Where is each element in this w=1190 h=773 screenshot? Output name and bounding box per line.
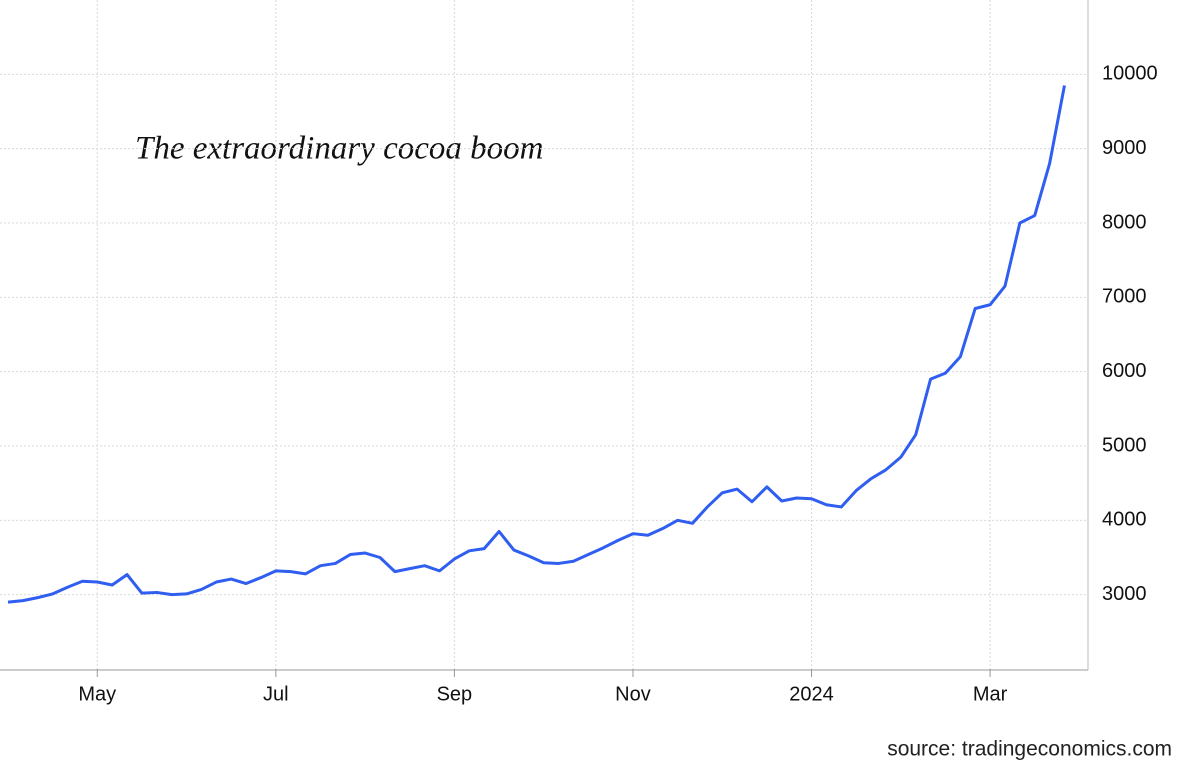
x-tick-label: May xyxy=(78,683,116,705)
x-tick-label: 2024 xyxy=(789,683,834,705)
x-tick-label: Jul xyxy=(263,683,289,705)
x-tick-label: Mar xyxy=(973,683,1008,705)
source: source: tradingeconomics.com xyxy=(887,738,1172,761)
annotation: The extraordinary cocoa boom xyxy=(135,131,543,167)
line xyxy=(7,85,1066,604)
y-tick-label: 5000 xyxy=(1102,434,1147,456)
y-tick-label: 4000 xyxy=(1102,509,1147,531)
x-tick-label: Nov xyxy=(615,683,651,705)
y-tick-label: 9000 xyxy=(1102,137,1147,159)
y-tick-label: 7000 xyxy=(1102,286,1147,308)
x-tick-label: Sep xyxy=(437,683,473,705)
y-tick-label: 3000 xyxy=(1102,583,1147,605)
y-tick-label: 8000 xyxy=(1102,211,1147,233)
y-tick-label: 10000 xyxy=(1102,63,1158,85)
y-tick-label: 6000 xyxy=(1102,360,1147,382)
